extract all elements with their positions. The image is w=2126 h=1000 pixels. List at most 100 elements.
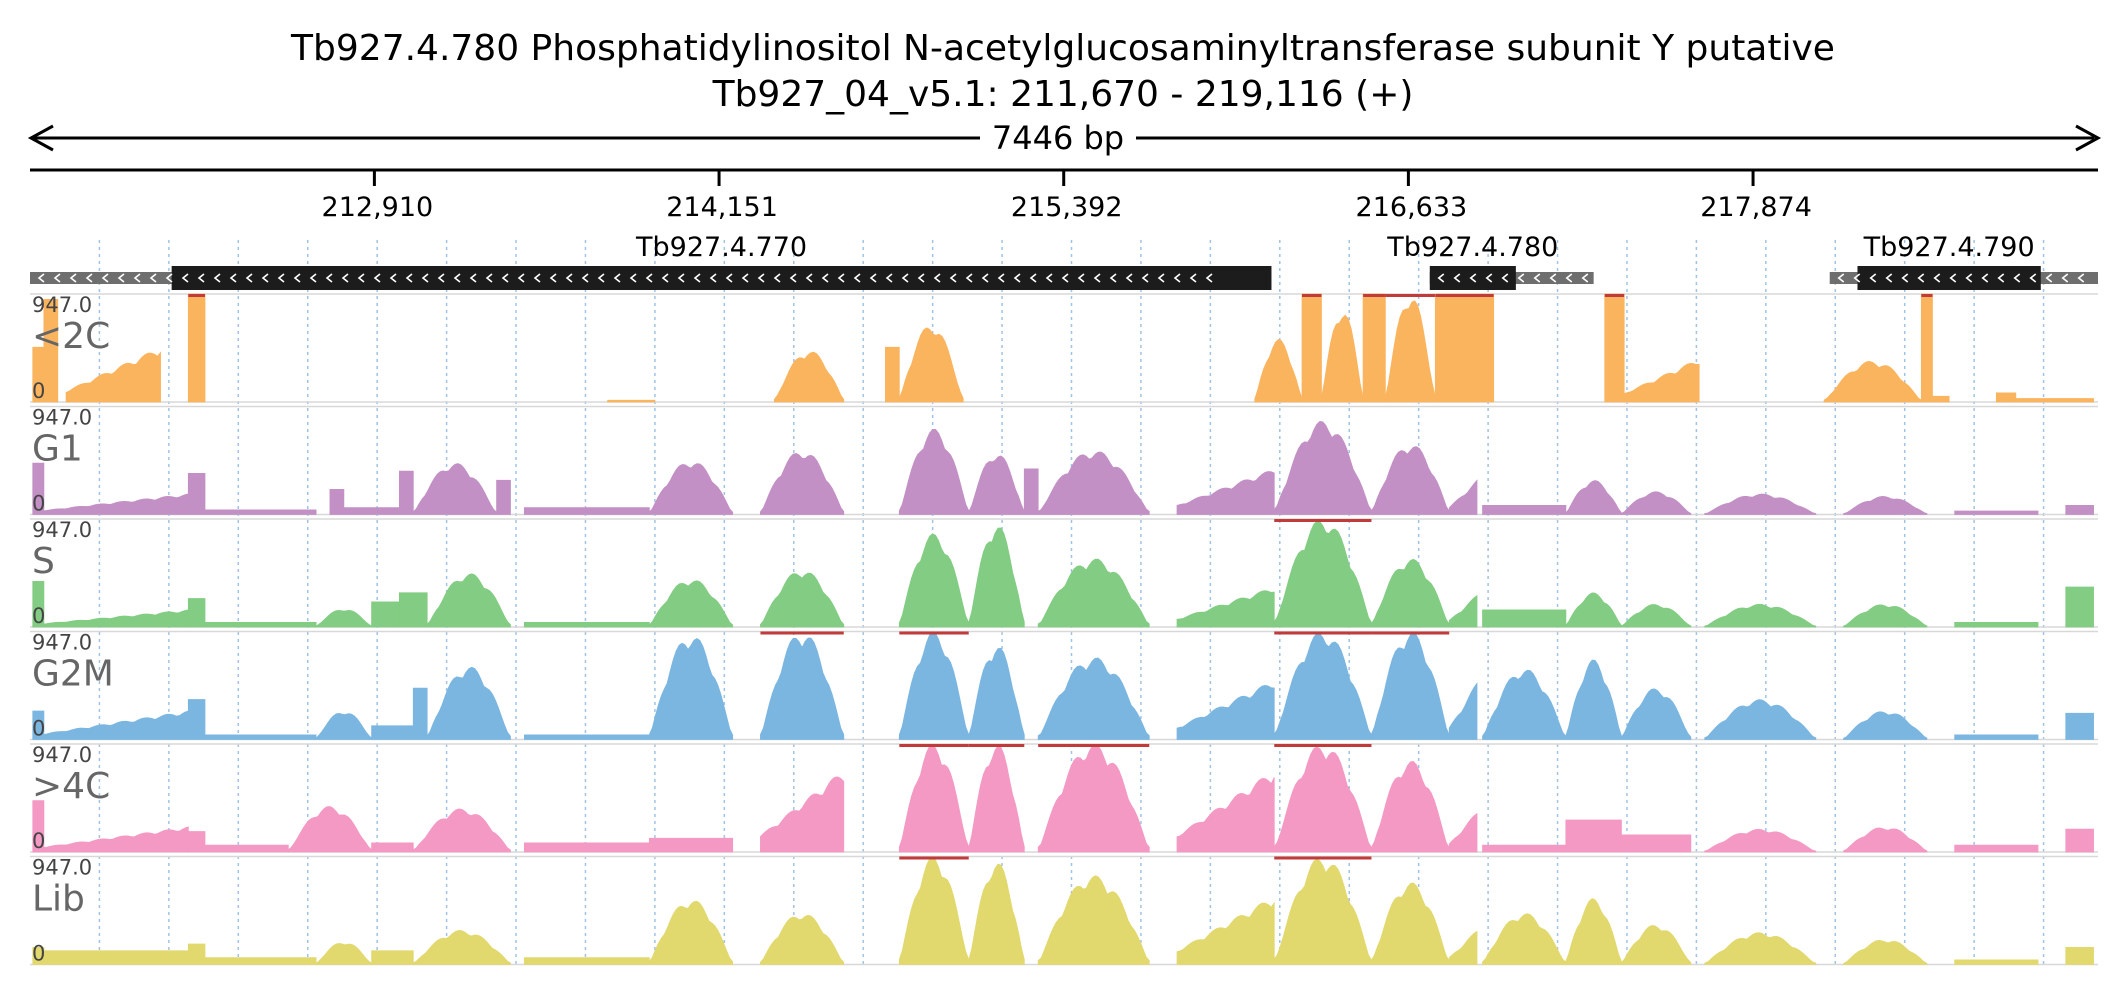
coverage-segment [32, 580, 45, 628]
coverage-segment [1176, 901, 1275, 965]
x-tick-label: 212,910 [322, 192, 434, 223]
coverage-segment [1920, 293, 1933, 403]
strand-arrow-icon [469, 273, 477, 283]
strand-arrow-icon [1453, 273, 1461, 283]
coverage-segment [1448, 812, 1478, 853]
coverage-segment [43, 710, 189, 740]
coverage-segment [1371, 446, 1450, 515]
coverage-segment [1704, 493, 1817, 515]
coverage-segment [968, 745, 1025, 853]
coverage-segment [2065, 712, 2094, 740]
coverage-segment [1176, 471, 1275, 515]
coverage-segment [412, 930, 511, 965]
strand-arrow-icon [1853, 273, 1861, 283]
coverage-segment [1843, 939, 1928, 965]
strand-arrow-icon [1533, 273, 1541, 283]
x-tick-label: 215,392 [1011, 192, 1123, 223]
strand-arrow-icon [1549, 273, 1557, 283]
x-tick-label: 214,151 [666, 192, 778, 223]
strand-arrow-icon [389, 273, 397, 283]
track-Lib: 947.0 0 Lib [30, 856, 2098, 966]
track-name-label: G1 [32, 429, 83, 470]
strand-arrow-icon [2029, 273, 2037, 283]
coverage-segment [343, 507, 400, 515]
coverage-segment [898, 744, 970, 853]
gene-annotation-track: Tb927.4.770 Tb927.4.780 Tb927.4.790 [30, 232, 2098, 290]
strand-arrow-icon [677, 273, 685, 283]
coverage-segment [187, 943, 206, 965]
strand-arrow-icon [645, 273, 653, 283]
coverage-segment [43, 298, 59, 403]
strand-arrow-icon [1437, 273, 1445, 283]
coverage-segment [1371, 761, 1450, 853]
gene-Tb927.4.770[interactable]: Tb927.4.770 [30, 232, 1272, 290]
coverage-segment [1448, 930, 1478, 965]
strand-arrow-icon [485, 273, 493, 283]
strand-arrow-icon [37, 273, 45, 283]
strand-arrow-icon [565, 273, 573, 283]
coverage-segment [760, 572, 845, 628]
coverage-segment [43, 950, 189, 965]
strand-arrow-icon [1077, 273, 1085, 283]
track-name-label: Lib [32, 879, 85, 920]
strand-arrow-icon [101, 273, 109, 283]
gene-Tb927.4.780[interactable]: Tb927.4.780 [1386, 232, 1594, 290]
strand-arrow-icon [1061, 273, 1069, 283]
gene-label[interactable]: Tb927.4.770 [635, 232, 807, 263]
coverage-segment [187, 293, 206, 403]
strand-arrow-icon [693, 273, 701, 283]
track-min-label: 0 [32, 492, 45, 516]
coverage-segment [968, 863, 1025, 965]
coverage-segment [1273, 633, 1372, 740]
coverage-segment [204, 622, 317, 628]
gene-label[interactable]: Tb927.4.790 [1863, 232, 2035, 263]
strand-arrow-icon [2077, 273, 2085, 283]
coverage-segment [1362, 293, 1386, 403]
coverage-segment [1482, 609, 1567, 628]
coverage-segment [1565, 659, 1622, 740]
coverage-segment [371, 950, 414, 965]
strand-arrow-icon [741, 273, 749, 283]
track-<2C: 947.0 0 <2C [30, 293, 2098, 403]
clipped-marker [899, 856, 969, 860]
strand-arrow-icon [405, 273, 413, 283]
right-arrow-icon [2075, 124, 2102, 152]
strand-arrow-icon [2045, 273, 2053, 283]
coverage-segment [426, 666, 511, 740]
track-G2M: 947.0 0 G2M [30, 631, 2098, 741]
coverage-segment [1023, 468, 1039, 515]
coverage-segment [1037, 743, 1150, 853]
strand-arrow-icon [1173, 273, 1181, 283]
coverage-segment [1482, 844, 1567, 853]
gene-label[interactable]: Tb927.4.780 [1386, 232, 1558, 263]
coverage-segment [371, 842, 414, 853]
strand-arrow-icon [261, 273, 269, 283]
strand-arrow-icon [197, 273, 205, 283]
strand-arrow-icon [293, 273, 301, 283]
coverage-segment [43, 609, 189, 628]
strand-arrow-icon [357, 273, 365, 283]
strand-arrow-icon [1029, 273, 1037, 283]
locus-coordinates: Tb927_04_v5.1: 211,670 - 219,116 (+) [712, 74, 1414, 115]
x-tick-label: 217,874 [1700, 192, 1812, 223]
coverage-segment [1565, 898, 1622, 965]
coverage-segment [760, 914, 845, 965]
track-max-label: 947.0 [32, 518, 92, 542]
coverage-segment [648, 580, 734, 628]
coverage-segment [1176, 590, 1275, 628]
clipped-marker [1274, 744, 1372, 747]
gene-Tb927.4.790[interactable]: Tb927.4.790 [1829, 232, 2098, 290]
coverage-segment [1273, 421, 1372, 515]
coverage-segment [1843, 495, 1928, 515]
coverage-segment [1371, 632, 1450, 740]
coverage-segment [315, 712, 373, 740]
gene-cds [1857, 266, 2041, 290]
coverage-segment [648, 837, 734, 853]
track-max-label: 947.0 [32, 743, 92, 767]
strand-arrow-icon [437, 273, 445, 283]
coverage-segment [204, 734, 317, 740]
track-name-label: >4C [32, 766, 110, 807]
coverage-segment [1176, 684, 1275, 740]
coverage-segment [398, 592, 428, 628]
